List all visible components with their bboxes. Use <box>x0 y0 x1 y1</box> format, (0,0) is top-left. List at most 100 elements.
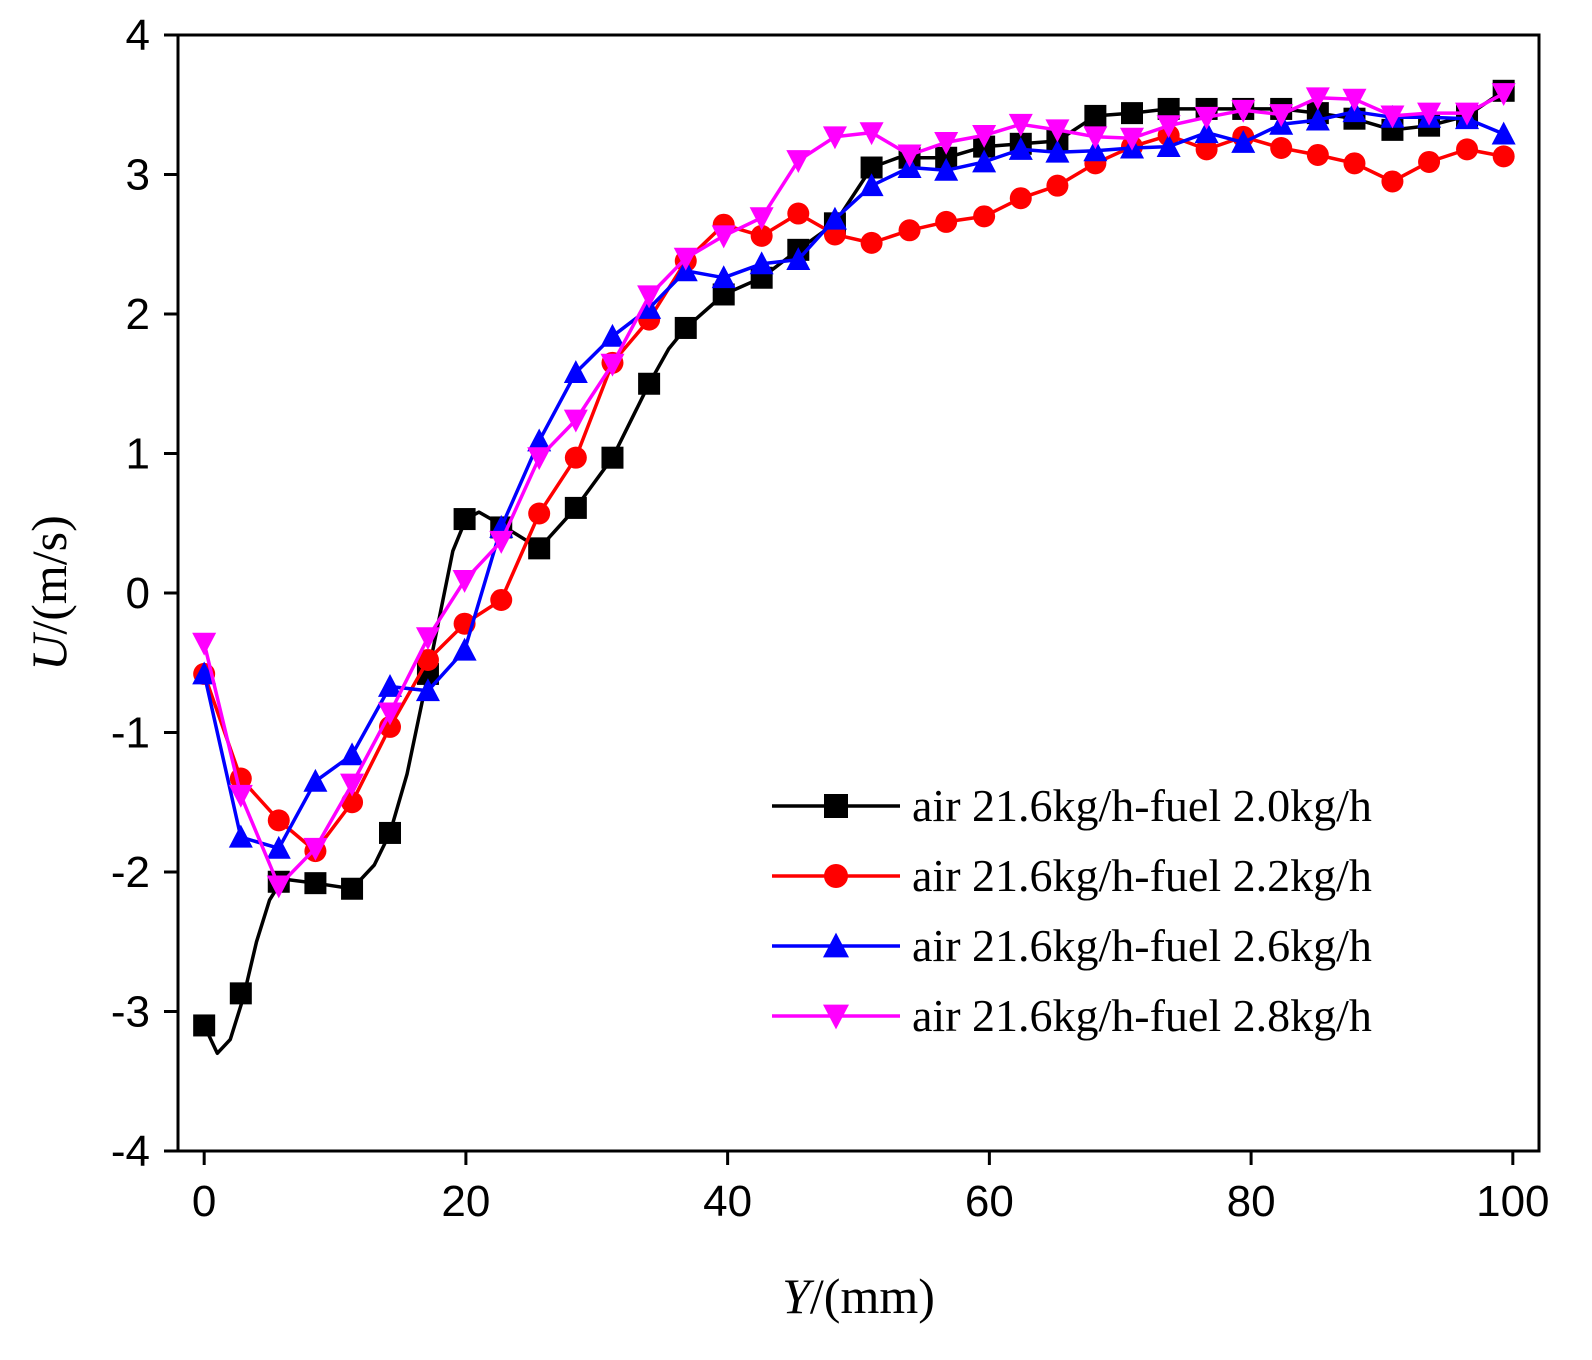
x-tick-label: 40 <box>703 1177 752 1226</box>
legend-item: air 21.6kg/h-fuel 2.6kg/h <box>772 920 1372 971</box>
data-point <box>1343 152 1366 175</box>
data-point <box>490 588 513 611</box>
legend-marker <box>823 932 849 958</box>
series-4 <box>192 83 1516 899</box>
x-axis-unit: /(mm) <box>810 1268 935 1324</box>
x-axis-title: Y/(mm) <box>782 1268 935 1324</box>
data-point <box>860 156 883 179</box>
data-point <box>600 353 625 377</box>
data-point <box>1194 120 1219 144</box>
data-point <box>1380 105 1405 129</box>
data-point <box>563 360 588 384</box>
data-point <box>1121 102 1144 125</box>
data-point <box>1156 115 1181 139</box>
data-point <box>229 982 252 1005</box>
data-point <box>228 784 253 808</box>
data-point <box>1491 83 1516 107</box>
data-point <box>637 285 662 309</box>
data-point <box>822 126 847 150</box>
x-tick-label: 0 <box>192 1177 216 1226</box>
plot-series <box>192 79 1516 1056</box>
data-point <box>1418 150 1441 173</box>
data-point <box>1417 102 1442 126</box>
data-point <box>1306 143 1329 166</box>
y-tick-label: -2 <box>111 848 150 897</box>
data-point <box>340 773 365 797</box>
data-point <box>1083 138 1108 162</box>
data-point <box>528 502 551 525</box>
data-point <box>601 446 624 469</box>
legend-marker <box>824 794 848 818</box>
series-line <box>202 109 1505 851</box>
series-1 <box>193 79 1515 1056</box>
data-point <box>1084 104 1107 127</box>
data-point <box>935 210 958 233</box>
data-point <box>1045 119 1070 143</box>
data-point <box>266 835 291 859</box>
y-tick-label: 3 <box>126 151 150 200</box>
data-point <box>1009 187 1032 210</box>
series-3 <box>192 99 1516 859</box>
data-point <box>341 877 364 900</box>
data-point <box>898 219 921 242</box>
y-tick-label: 1 <box>126 430 150 479</box>
x-tick-label: 20 <box>441 1177 490 1226</box>
data-point <box>786 150 811 173</box>
x-tick-label: 100 <box>1476 1177 1549 1226</box>
data-point <box>1491 121 1516 145</box>
data-point <box>822 206 847 230</box>
data-point <box>304 872 327 895</box>
data-point <box>453 508 476 531</box>
data-point <box>192 632 217 656</box>
data-point <box>303 768 328 792</box>
legend-marker <box>824 864 848 888</box>
plot-frame <box>176 33 1541 1153</box>
data-point <box>712 283 735 306</box>
y-tick-label: 2 <box>126 290 150 339</box>
data-point <box>1305 107 1330 131</box>
data-point <box>415 627 440 651</box>
data-point <box>859 122 884 146</box>
series-line <box>202 92 1505 888</box>
data-point <box>1045 139 1070 163</box>
x-axis-variable: Y <box>782 1268 815 1324</box>
data-point <box>1305 87 1330 111</box>
y-tick-label: 0 <box>126 569 150 618</box>
data-point <box>564 496 587 519</box>
data-point <box>1156 134 1181 158</box>
data-point <box>193 1014 216 1037</box>
data-point <box>527 428 552 452</box>
data-point <box>1157 97 1180 120</box>
data-point <box>972 149 997 173</box>
data-point <box>1008 113 1033 137</box>
series-line <box>202 89 1505 1056</box>
y-axis-unit: /(m/s) <box>21 515 77 634</box>
data-point <box>415 678 440 702</box>
data-point <box>378 674 403 697</box>
data-point <box>266 875 291 899</box>
data-point <box>452 637 477 661</box>
data-point <box>1269 104 1294 127</box>
data-point <box>228 824 253 848</box>
data-point <box>1083 126 1108 150</box>
data-point <box>1456 138 1479 161</box>
data-point <box>1270 136 1293 159</box>
data-point <box>935 146 958 169</box>
series-line <box>202 133 1505 853</box>
data-point <box>1046 174 1069 197</box>
data-point <box>1342 88 1367 112</box>
legend-item: air 21.6kg/h-fuel 2.2kg/h <box>772 850 1372 901</box>
data-point <box>1195 138 1218 161</box>
data-point <box>749 207 774 231</box>
legend-label: air 21.6kg/h-fuel 2.0kg/h <box>912 780 1372 831</box>
data-point <box>1455 102 1480 126</box>
data-point <box>528 537 551 560</box>
data-point <box>1381 170 1404 193</box>
data-point <box>192 661 217 685</box>
legend-marker <box>823 1004 849 1030</box>
y-axis-title: U/(m/s) <box>21 515 77 671</box>
data-point <box>527 447 552 471</box>
data-point <box>972 124 997 148</box>
data-point <box>452 569 477 593</box>
